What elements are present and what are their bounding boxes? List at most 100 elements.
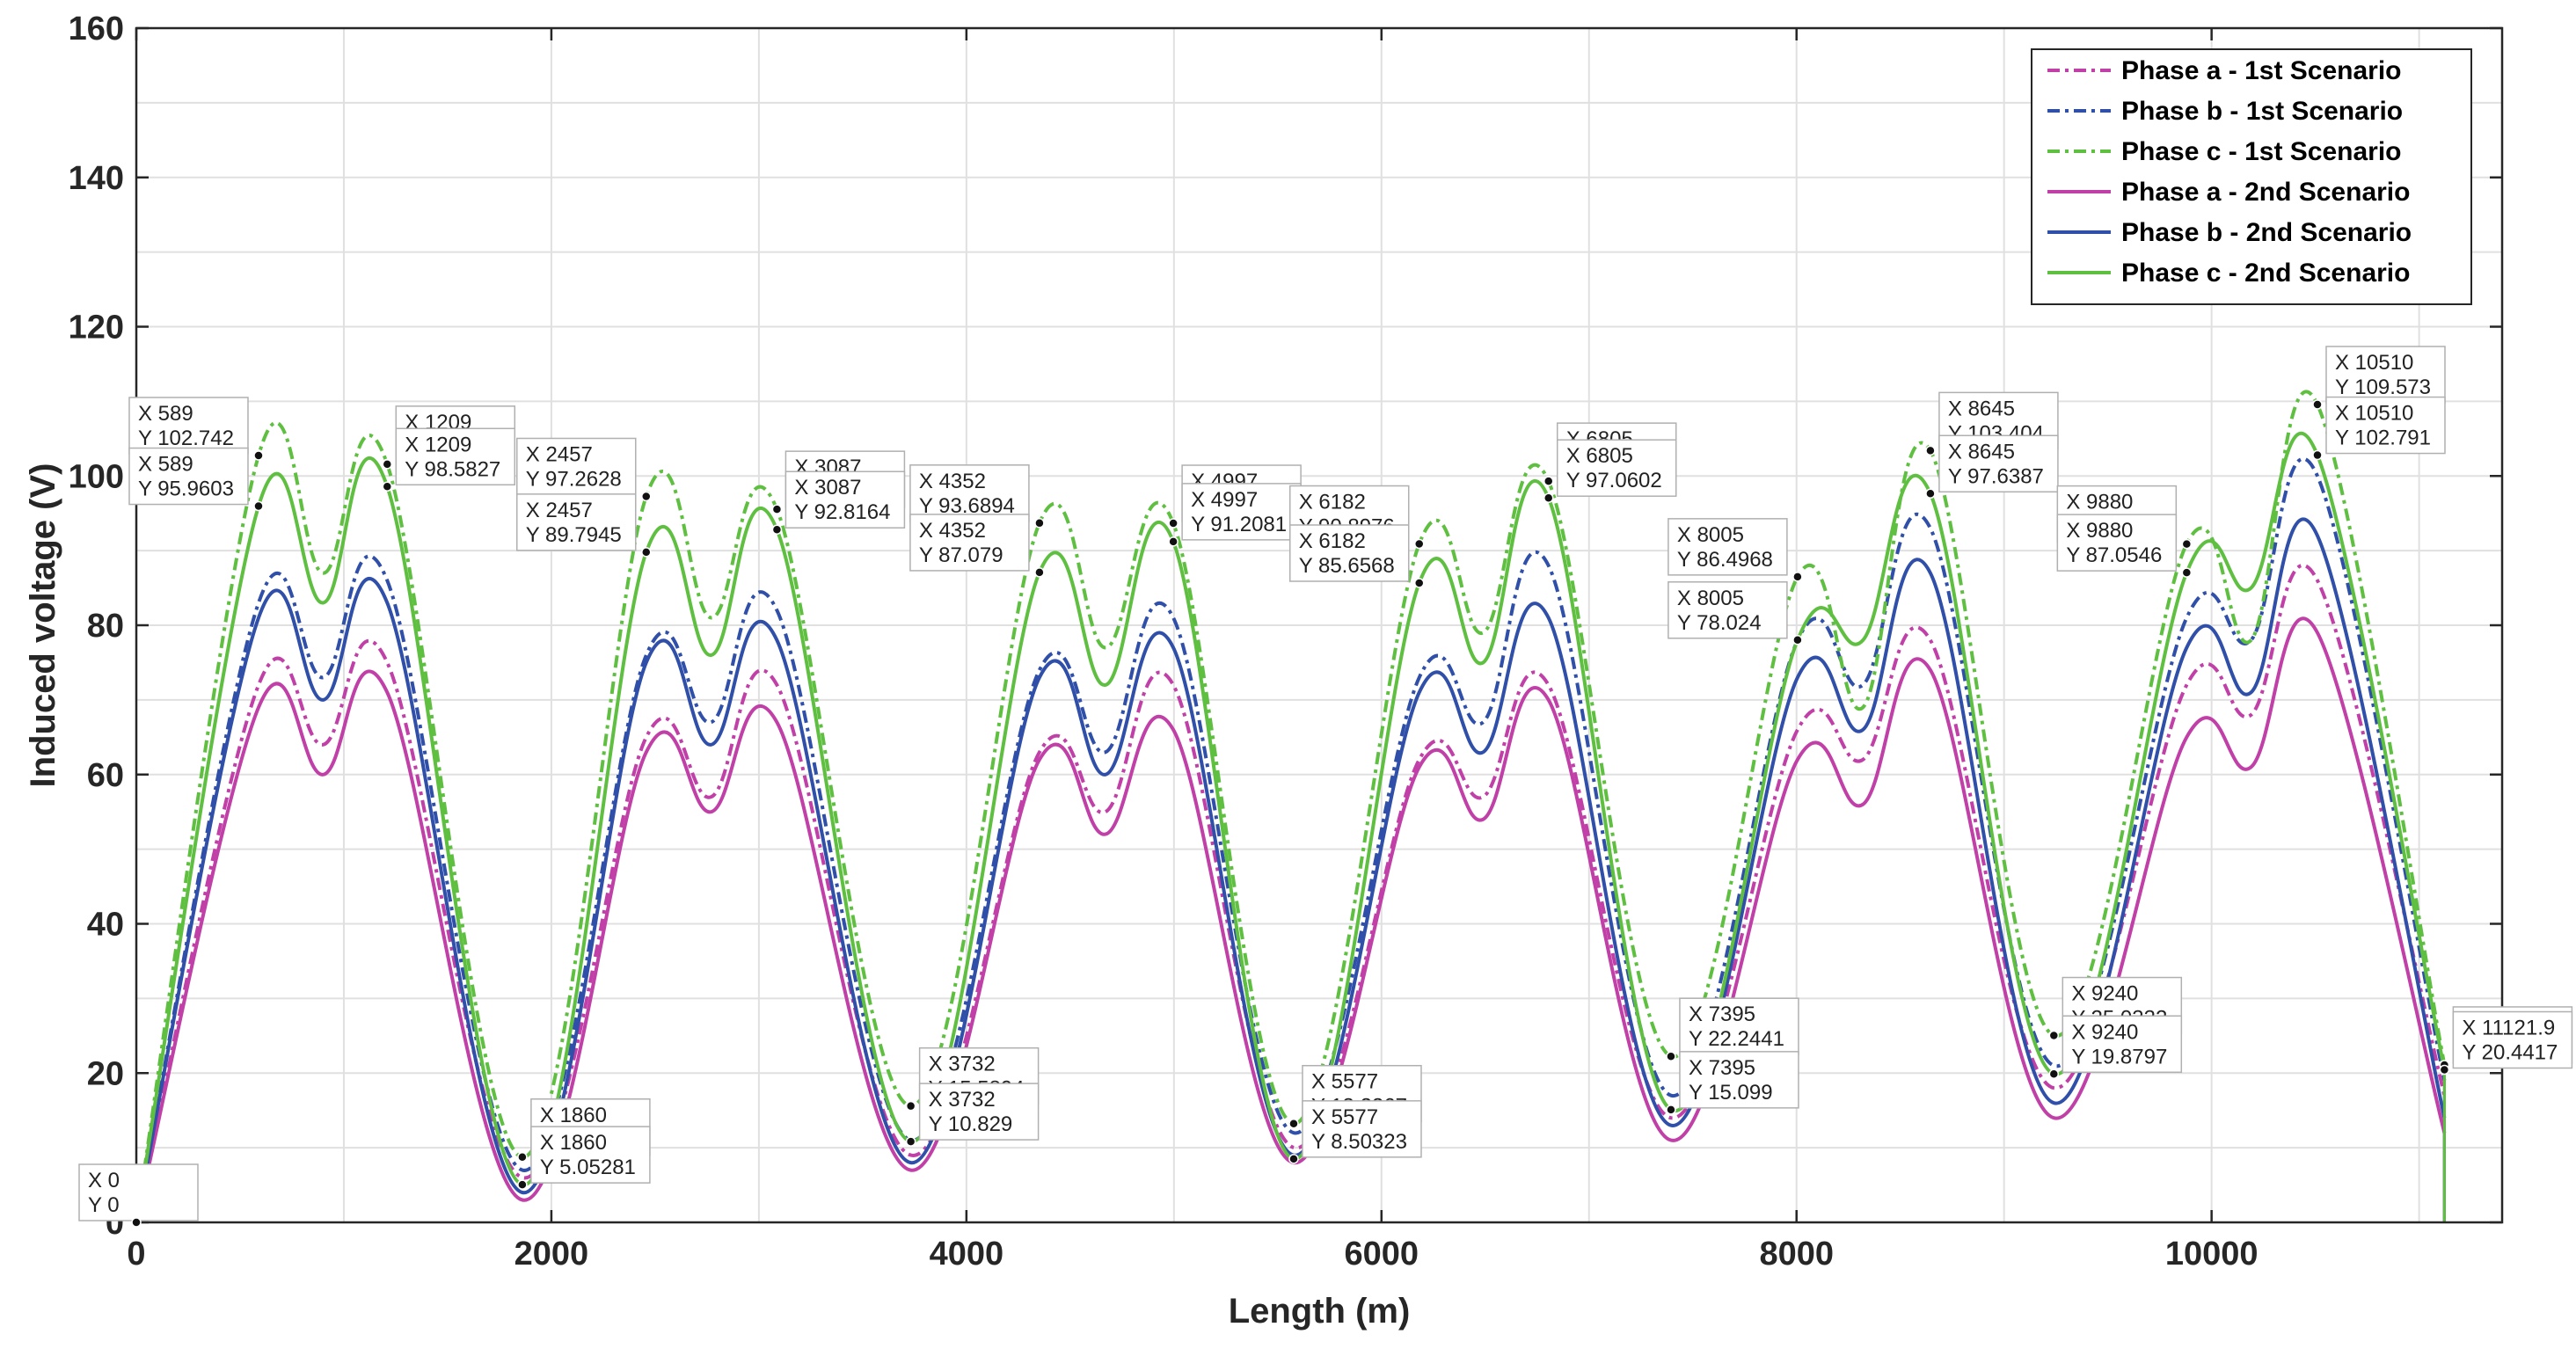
data-tip-marker [2048,1068,2060,1080]
data-tip-marker [1666,1105,1676,1115]
data-tip-marker [253,500,264,512]
data-tip-marker [771,524,783,535]
y-tick-label: 120 [69,310,124,346]
data-tip-y: Y 97.2628 [526,467,622,491]
data-tip-y: Y 85.6568 [1299,554,1395,578]
data-tip-marker [382,459,393,470]
data-tip-x: X 5577 [1311,1070,1378,1094]
data-tip-box [909,464,1030,522]
data-tip-y: Y 87.079 [919,543,1003,567]
data-tip-marker [382,481,393,492]
series-line-6 [135,432,2447,1223]
data-tip-box [516,493,637,551]
data-tip-marker [2439,1064,2450,1076]
data-tip[interactable]: X 0Y 0 [78,1163,199,1228]
legend[interactable]: Phase a - 1st Scenario Phase b - 1st Scen… [2031,48,2472,305]
data-tip-x: X 9880 [2066,519,2133,543]
x-tick-label: 0 [127,1236,145,1272]
data-tip-box [2062,1015,2183,1074]
data-tip-x: X 7395 [1689,1003,1755,1026]
data-tip-marker [517,1179,528,1190]
data-tip-x: X 11121.9 [2462,1017,2555,1040]
data-tip-y: Y 102.791 [2335,427,2431,450]
data-tip-y: Y 15.099 [1689,1081,1773,1105]
y-tick-label: 80 [87,608,124,645]
legend-box [2031,48,2472,305]
data-tip-y: Y 92.8164 [794,500,890,524]
data-tip-box [516,437,637,496]
data-tip-marker [1168,518,1179,529]
legend-label-1: Phase a - 1st Scenario [2121,56,2402,85]
data-tip-y: Y 97.6387 [1948,464,2044,488]
data-tip-x: X 6182 [1299,491,1366,514]
data-tip-marker [1925,488,1936,499]
data-tip-box [1288,524,1410,582]
x-tick-label: 2000 [514,1236,589,1272]
data-tip-box [1302,1100,1422,1158]
data-tip[interactable]: X 11121.9Y 20.4417 [2439,1010,2573,1076]
data-tip-y: Y 87.0546 [2066,543,2162,567]
data-tip-box [78,1163,199,1221]
data-tip-y: Y 20.4417 [2462,1041,2558,1065]
data-tip-x: X 589 [138,453,193,477]
data-tip-x: X 8645 [1948,440,2015,463]
data-tip-box [1679,997,1799,1055]
data-tip-marker [2312,449,2323,461]
data-tip-x: X 6805 [1566,444,1633,468]
data-tip-y: Y 0 [88,1193,120,1217]
series-line-4 [135,616,2447,1223]
x-axis-label: Length (m) [1229,1292,1411,1331]
data-tip-x: X 8005 [1677,587,1744,610]
data-tip-x: X 9240 [2071,982,2138,1006]
data-tip-marker [2181,538,2193,550]
x-tick-label: 4000 [930,1236,1004,1272]
legend-label-2: Phase b - 1st Scenario [2121,97,2403,126]
data-tip-x: X 3732 [929,1088,996,1112]
data-tip-x: X 8645 [1948,397,2015,420]
data-tip-marker [641,491,652,502]
data-tip-x: X 9880 [2066,491,2133,514]
data-tip-marker [641,547,652,558]
data-tip-box [530,1126,651,1184]
data-tip-marker [1792,572,1803,582]
series-line-2 [135,456,2447,1223]
x-tick-label: 10000 [2165,1236,2259,1272]
y-axis-label: Induced voltage (V) [24,463,62,788]
data-tip-y: Y 102.742 [138,427,234,450]
data-tip-marker [1543,492,1554,503]
tick-labels: 0 2000 4000 6000 8000 10000020406080100120140… [69,11,2259,1272]
data-tip-marker [1666,1051,1676,1061]
data-tip-x: X 9240 [2071,1020,2138,1044]
data-tip-marker [1288,1154,1299,1164]
data-tip-box [918,1083,1040,1141]
data-tip-x: X 1209 [405,433,471,456]
data-tip-marker [1288,1118,1299,1129]
x-tick-label: 8000 [1759,1236,1834,1272]
data-tip-y: Y 91.2081 [1191,513,1287,536]
data-tip-marker [1413,538,1425,550]
